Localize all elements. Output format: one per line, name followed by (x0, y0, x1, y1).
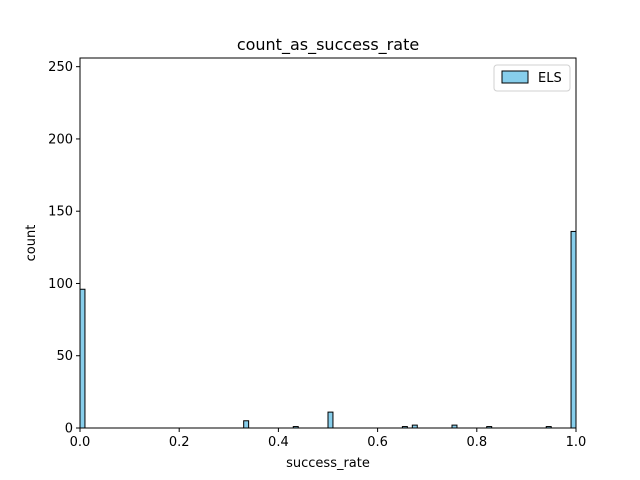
x-tick-label: 0.0 (70, 435, 91, 450)
legend-label: ELS (538, 71, 562, 86)
x-axis-ticks: 0.0 0.2 0.4 0.6 0.8 1.0 (70, 428, 587, 450)
histogram-bar (243, 420, 250, 429)
histogram-bar (570, 230, 577, 429)
chart-title: count_as_success_rate (237, 35, 419, 55)
y-axis-label: count (24, 225, 39, 262)
y-tick-label: 200 (48, 132, 73, 147)
histogram-bar (79, 288, 86, 429)
legend-swatch (501, 70, 529, 84)
x-tick-label: 0.2 (169, 435, 190, 450)
y-tick-label: 150 (48, 205, 73, 220)
x-tick-label: 1.0 (566, 435, 587, 450)
x-tick-label: 0.6 (367, 435, 388, 450)
x-tick-label: 0.8 (466, 435, 487, 450)
plot-frame (79, 57, 577, 429)
legend: ELS (493, 64, 571, 92)
histogram-bar (327, 411, 334, 429)
x-axis-label: success_rate (286, 456, 370, 471)
y-tick-label: 250 (48, 60, 73, 75)
y-axis-ticks: 0 50 100 150 200 250 (48, 60, 80, 437)
y-tick-label: 50 (56, 349, 73, 364)
x-tick-label: 0.4 (268, 435, 289, 450)
y-tick-label: 100 (48, 277, 73, 292)
bars-layer (79, 230, 577, 429)
y-tick-label: 0 (65, 422, 73, 437)
